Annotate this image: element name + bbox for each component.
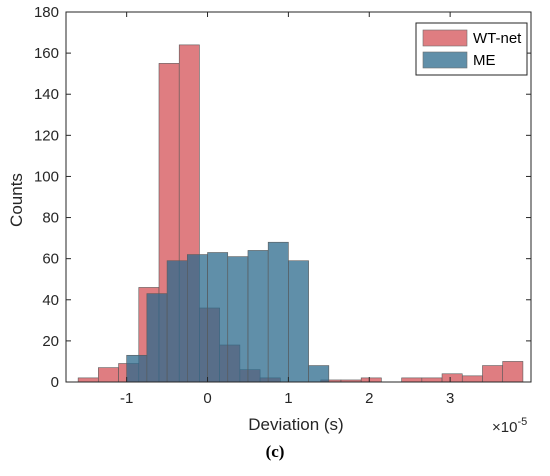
x-tick-label-4: 3: [446, 390, 454, 407]
bar-me-2: [166, 260, 188, 383]
figure-caption: (c): [265, 442, 285, 461]
plot-area: [77, 44, 524, 383]
legend-label-wt-net: WT-net: [473, 30, 522, 47]
bar-me-1: [146, 293, 168, 383]
x-axis-exponent-power: -5: [517, 416, 527, 428]
bar-wt-net-18: [441, 373, 463, 383]
x-tick-label-2: 1: [284, 390, 292, 407]
x-axis-exponent: ×10-5: [492, 416, 527, 436]
x-tick-label-0: -1: [120, 390, 133, 407]
legend-swatch-wt-net: [422, 29, 468, 47]
y-tick-label-7: 140: [34, 86, 59, 103]
bar-wt-net-14: [360, 377, 382, 383]
y-tick-label-0: 0: [51, 374, 59, 391]
y-tick-label-2: 40: [42, 292, 59, 309]
x-tick-label-1: 0: [203, 390, 211, 407]
x-tick-label-3: 2: [365, 390, 373, 407]
histogram-chart: -1 0 1 2 3 0 20 40 60 80 100 120 140 160 180 Counts De…: [7, 4, 532, 436]
bar-wt-net-1: [98, 367, 119, 383]
bar-me-9: [308, 365, 330, 383]
bar-me-8: [288, 260, 309, 383]
bar-me-6: [247, 250, 269, 383]
legend-label-me: ME: [473, 52, 496, 69]
legend-swatch-me: [422, 51, 468, 69]
y-tick-label-3: 60: [42, 251, 59, 268]
axes: -1 0 1 2 3 0 20 40 60 80 100 120 140 160 180: [34, 4, 532, 407]
bar-me-4: [207, 252, 229, 383]
y-tick-label-9: 180: [34, 4, 59, 21]
bar-me-5: [227, 256, 249, 383]
y-tick-label-4: 80: [42, 210, 59, 227]
bar-wt-net-17: [421, 377, 443, 383]
y-tick-label-6: 120: [34, 127, 59, 144]
bar-wt-net-20: [482, 365, 503, 383]
x-axis-label: Deviation (s): [248, 415, 343, 434]
plot-frame: [65, 11, 532, 383]
bar-wt-net-19: [461, 375, 483, 383]
bar-me-7: [267, 241, 289, 383]
bar-me-0: [126, 354, 148, 383]
bar-wt-net-0: [77, 377, 99, 383]
bar-wt-net-16: [401, 377, 423, 383]
legend: WT-net ME: [415, 22, 528, 76]
bar-me-3: [187, 254, 208, 383]
y-axis-label: Counts: [7, 173, 26, 227]
y-tick-label-8: 160: [34, 45, 59, 62]
y-tick-label-5: 100: [34, 168, 59, 185]
bar-wt-net-21: [502, 361, 524, 383]
y-tick-label-1: 20: [42, 333, 59, 350]
